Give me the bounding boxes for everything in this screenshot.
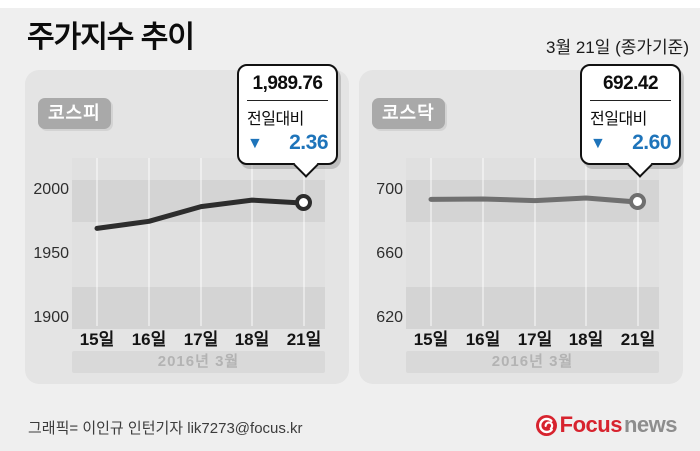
- y-tick-label: 620: [376, 309, 403, 326]
- top-white-strip: [0, 0, 700, 8]
- logo-text-focus: Focus: [559, 412, 623, 437]
- kosdaq-close-value: 692.42: [602, 73, 659, 94]
- x-tick-label: 21일: [620, 330, 656, 349]
- page-title: 주가지수 추이: [27, 21, 195, 54]
- kosdaq-data-line: [428, 195, 641, 205]
- kosdaq-callout: 692.42 전일대비 ▼ 2.60: [580, 64, 681, 178]
- credit-line: 그래픽= 이인규 인턴기자 lik7273@focus.kr: [28, 420, 303, 437]
- kospi-change-label: 전일대비: [247, 111, 304, 128]
- x-tick-label: 18일: [568, 330, 604, 349]
- kospi-period-label: 2016년 3월: [72, 351, 325, 373]
- kosdaq-last-point-marker: [629, 193, 646, 211]
- focusnews-swirl-icon: [535, 414, 557, 436]
- y-tick-label: 1950: [33, 245, 69, 262]
- kospi-line-chart: [94, 158, 307, 326]
- x-tick-label: 16일: [465, 330, 501, 349]
- x-tick-label: 16일: [131, 330, 167, 349]
- kosdaq-period-label: 2016년 3월: [406, 351, 659, 373]
- y-tick-label: 2000: [33, 181, 69, 198]
- x-tick-label: 17일: [183, 330, 219, 349]
- x-tick-label: 17일: [517, 330, 553, 349]
- callout-divider: [590, 100, 671, 101]
- kosdaq-chart-panel: 코스닥 2016년 3월 692.42 전일대비 ▼ 2.60 700 660 62…: [359, 64, 683, 384]
- x-tick-label: 18일: [234, 330, 270, 349]
- x-tick-label: 15일: [413, 330, 449, 349]
- kosdaq-change-label: 전일대비: [590, 111, 647, 128]
- kosdaq-change-row: ▼ 2.60: [590, 131, 671, 155]
- down-arrow-icon: ▼: [247, 134, 263, 152]
- y-tick-label: 700: [376, 181, 403, 198]
- kospi-change-row: ▼ 2.36: [247, 131, 328, 155]
- x-tick-label: 15일: [79, 330, 115, 349]
- x-tick-label: 21일: [286, 330, 322, 349]
- kosdaq-plot-area: [406, 158, 659, 329]
- kospi-data-line: [94, 197, 307, 231]
- kosdaq-line-chart: [428, 158, 641, 326]
- kospi-plot-area: [72, 158, 325, 329]
- kospi-badge: 코스피: [38, 98, 111, 129]
- kospi-last-point-marker: [295, 194, 312, 212]
- down-arrow-icon: ▼: [590, 134, 606, 152]
- kosdaq-badge: 코스닥: [372, 98, 445, 129]
- y-tick-label: 660: [376, 245, 403, 262]
- kospi-close-value: 1,989.76: [252, 73, 323, 94]
- kosdaq-change-value: 2.60: [632, 131, 671, 154]
- kospi-callout: 1,989.76 전일대비 ▼ 2.36: [237, 64, 338, 178]
- logo-text-news: news: [623, 412, 678, 437]
- kospi-chart-panel: 코스피 2016년 3월 1,989.76 전일대비 ▼ 2.36 2000 19…: [25, 64, 349, 384]
- y-tick-label: 1900: [33, 309, 69, 326]
- kospi-change-value: 2.36: [289, 131, 328, 154]
- callout-divider: [247, 100, 328, 101]
- date-note: 3월 21일 (종가기준): [546, 38, 689, 57]
- focusnews-logo: Focus news: [535, 412, 678, 438]
